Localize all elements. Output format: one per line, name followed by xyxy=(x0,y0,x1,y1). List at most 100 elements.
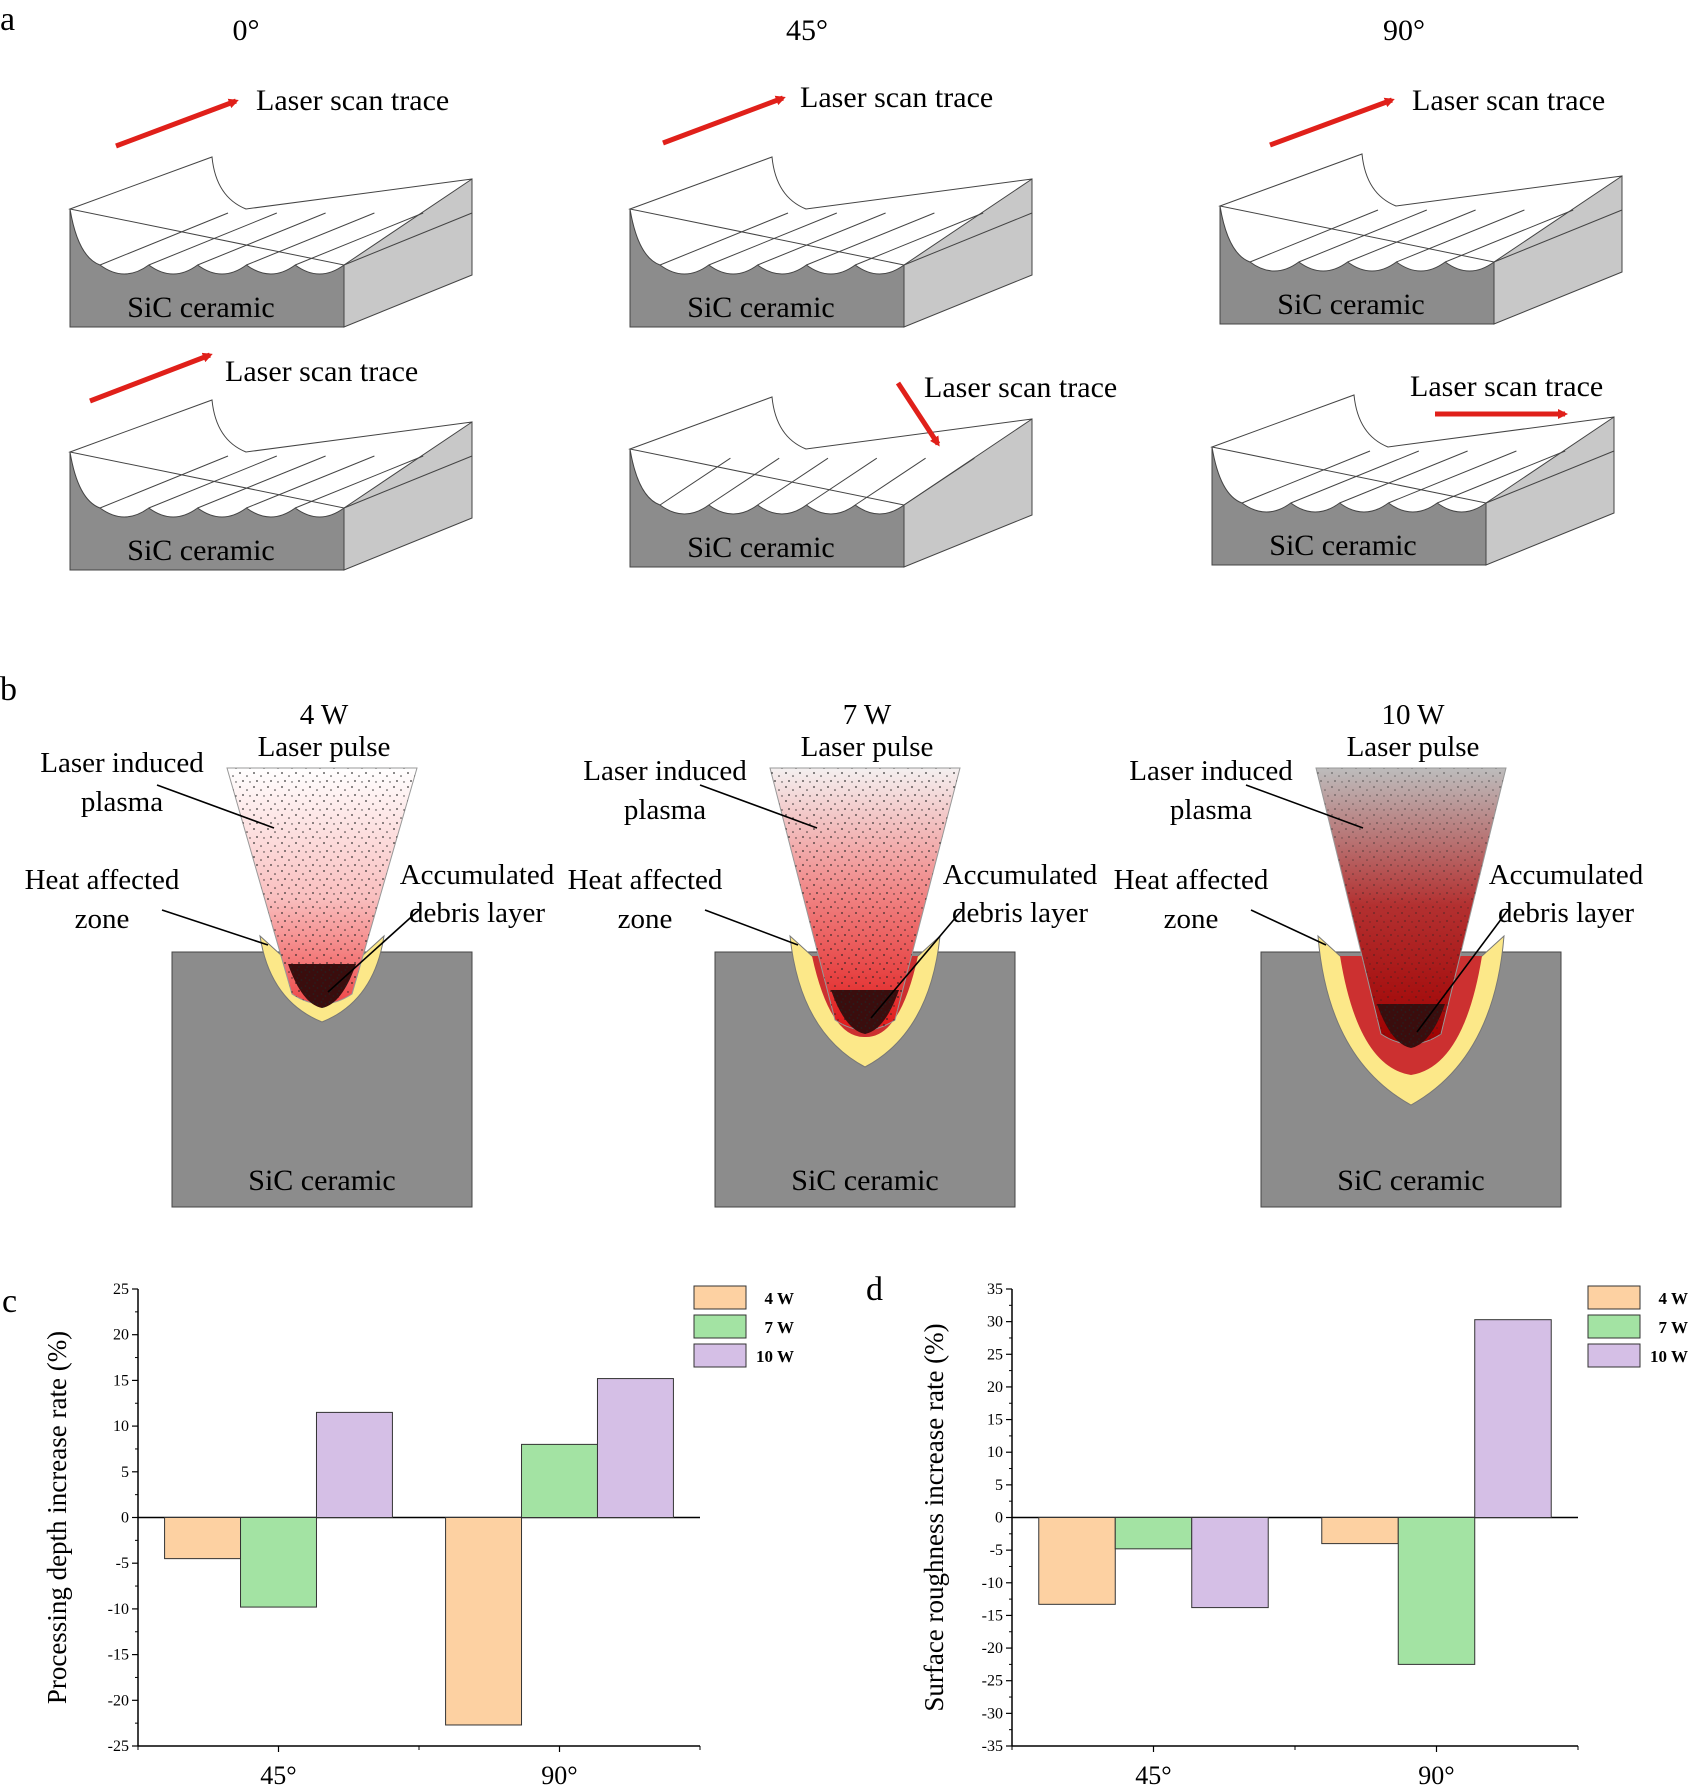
y-tick-label: -20 xyxy=(108,1692,129,1709)
bar-7w-0 xyxy=(240,1517,317,1608)
debris-label-line2: debris layer xyxy=(409,897,545,929)
angle-label-90: 90° xyxy=(1383,14,1425,47)
block-material-label: SiC ceramic xyxy=(687,291,834,324)
groove-ridge xyxy=(659,457,731,506)
block-material-label: SiC ceramic xyxy=(1269,529,1416,562)
groove-ridge xyxy=(148,455,277,509)
groove-ridge xyxy=(343,212,473,266)
ceramic-block-2: SiC ceramic xyxy=(628,156,1033,328)
bar-7w-1 xyxy=(521,1443,598,1519)
chart-c: 25 20 15 10 5 0 -5 -10 -15 -20 -25 45° 90° Processing… xyxy=(42,1281,794,1790)
groove-ridge xyxy=(903,457,975,506)
debris-pointer xyxy=(870,909,963,1019)
debris-label-line2: debris layer xyxy=(952,897,1088,929)
plasma-label-line1: Laser induced xyxy=(583,755,747,787)
groove-ridge xyxy=(246,455,375,509)
bar-4w-0 xyxy=(1038,1517,1116,1605)
groove-ridge xyxy=(1493,209,1623,263)
debris-pointer xyxy=(1416,909,1509,1033)
groove-ridge xyxy=(806,457,878,506)
debris-label-line1: Accumulated xyxy=(400,859,555,891)
groove-ridge xyxy=(1445,209,1574,263)
scan-label-2: Laser scan trace xyxy=(800,81,993,114)
groove-ridge xyxy=(197,212,326,266)
groove-ridge xyxy=(197,455,326,509)
plasma-pointer xyxy=(1245,784,1364,829)
y-tick-label: 0 xyxy=(995,1510,1003,1527)
y-tick-label: -20 xyxy=(982,1640,1003,1657)
ceramic-block-1: SiC ceramic xyxy=(68,156,473,328)
legend-label: 10 W xyxy=(756,1347,794,1366)
legend-swatch xyxy=(693,1314,747,1339)
legend-swatch xyxy=(693,1285,747,1310)
groove-ridge xyxy=(99,212,229,266)
y-tick-label: -5 xyxy=(116,1555,129,1572)
y-tick-label: -10 xyxy=(108,1601,129,1618)
power-label: 4 W xyxy=(300,699,349,731)
ceramic-block-5: SiC ceramic xyxy=(628,396,1033,568)
y-tick-label: -25 xyxy=(982,1673,1003,1690)
debris-particles xyxy=(288,964,356,1008)
bar-7w-0 xyxy=(1114,1517,1193,1550)
substrate-label: SiC ceramic xyxy=(248,1164,395,1197)
groove-ridge xyxy=(903,212,1033,266)
plasma-pointer xyxy=(156,784,275,829)
y-tick-label: 20 xyxy=(987,1379,1003,1396)
groove-ridge xyxy=(757,212,886,266)
y-tick-label: 30 xyxy=(987,1314,1003,1331)
groove-ridge xyxy=(1437,450,1566,504)
panel-b-blocks: 4 W Laser pulse SiC ceramic Laser induced pl… xyxy=(25,699,1644,1208)
haz-label-line2: zone xyxy=(75,903,130,935)
ceramic-block-6: SiC ceramic xyxy=(1210,394,1615,566)
groove-ridge xyxy=(659,212,789,266)
y-tick-label: 5 xyxy=(121,1464,129,1481)
panel-d-letter: d xyxy=(866,1271,883,1308)
plasma-label-line2: plasma xyxy=(624,794,706,826)
y-axis-label: Processing depth increase rate (%) xyxy=(42,1331,72,1704)
block-top-surface xyxy=(1218,153,1623,263)
y-tick-label: 25 xyxy=(113,1281,129,1298)
y-tick-label: -15 xyxy=(108,1647,129,1664)
legend-label: 10 W xyxy=(1650,1347,1688,1366)
block-top-surface xyxy=(628,156,1033,266)
legend-swatch xyxy=(1587,1285,1641,1310)
groove-ridge xyxy=(1388,450,1517,504)
groove-ridge xyxy=(854,457,926,506)
y-tick-label: 15 xyxy=(113,1372,129,1389)
plasma-label-line2: plasma xyxy=(1170,794,1252,826)
legend-label: 4 W xyxy=(765,1289,794,1308)
block-material-label: SiC ceramic xyxy=(1277,288,1424,321)
pulse-label: Laser pulse xyxy=(801,731,934,763)
groove-ridge xyxy=(757,457,829,506)
bar-7w-1 xyxy=(1397,1517,1476,1665)
groove-ridge xyxy=(708,457,780,506)
panel-b-letter: b xyxy=(0,671,17,708)
bar-10w-0 xyxy=(1191,1517,1269,1609)
plasma-particles xyxy=(227,768,417,1004)
block-top-surface xyxy=(68,156,473,266)
scan-label-1: Laser scan trace xyxy=(256,84,449,117)
panel-a-letter: a xyxy=(0,1,15,38)
ceramic-block-4: SiC ceramic xyxy=(68,399,473,571)
plasma-label-line1: Laser induced xyxy=(40,747,204,779)
haz-label-line1: Heat affected xyxy=(25,864,180,896)
y-tick-label: -5 xyxy=(990,1542,1003,1559)
legend-label: 4 W xyxy=(1659,1289,1688,1308)
groove-ridge xyxy=(1347,209,1476,263)
power-label: 7 W xyxy=(843,699,892,731)
groove-ridge xyxy=(246,212,375,266)
y-tick-label: 5 xyxy=(995,1477,1003,1494)
pulse-label: Laser pulse xyxy=(1347,731,1480,763)
haz-pointer xyxy=(704,909,799,946)
chart-d: 35 30 25 20 15 10 5 0 -5 -10 -15 -20 -25 -30 -35 45° 90°… xyxy=(919,1281,1688,1790)
groove-ridge xyxy=(343,455,473,509)
x-category-label: 90° xyxy=(541,1761,577,1790)
power-label: 10 W xyxy=(1381,699,1445,731)
haz-pointer xyxy=(1250,909,1327,946)
block-material-label: SiC ceramic xyxy=(127,534,274,567)
x-category-label: 90° xyxy=(1418,1761,1454,1790)
y-tick-label: -30 xyxy=(982,1705,1003,1722)
substrate-label: SiC ceramic xyxy=(791,1164,938,1197)
legend-swatch xyxy=(1587,1314,1641,1339)
